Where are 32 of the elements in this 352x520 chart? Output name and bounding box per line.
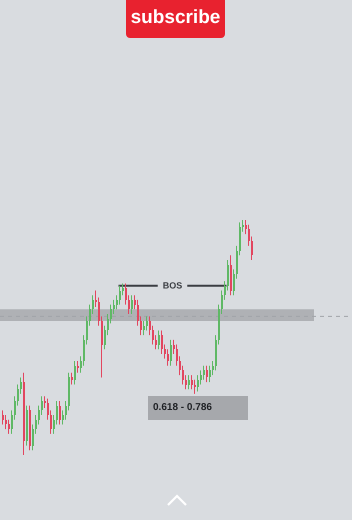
candlestick	[122, 282, 124, 296]
candlestick	[197, 374, 199, 392]
candlestick	[152, 325, 154, 346]
candlestick	[146, 316, 148, 331]
candlestick	[56, 400, 58, 425]
candlestick	[77, 360, 79, 374]
candlestick	[227, 259, 229, 291]
candlestick	[59, 400, 61, 425]
candlestick	[143, 320, 145, 336]
candlestick	[74, 360, 76, 385]
candlestick	[119, 285, 121, 306]
candlestick	[194, 379, 196, 394]
candlestick	[131, 294, 133, 314]
candlestick	[206, 365, 208, 383]
candlestick	[8, 419, 10, 434]
candlestick	[71, 372, 73, 385]
candlestick	[191, 374, 193, 390]
candlestick	[203, 365, 205, 380]
text-box: 0.618 - 0.786	[148, 396, 248, 420]
candlestick	[158, 330, 160, 350]
candlestick	[170, 339, 172, 366]
candlestick	[209, 365, 211, 383]
candlestick	[167, 348, 169, 366]
candlestick	[161, 330, 163, 354]
candlestick	[188, 374, 190, 390]
ref-line-label: BOS	[162, 280, 182, 290]
candlestick	[41, 396, 43, 416]
candlestick	[182, 365, 184, 385]
text: subscribe	[126, 0, 225, 38]
candlestick	[2, 410, 4, 425]
candlestick	[200, 370, 202, 385]
candlestick	[5, 414, 7, 430]
